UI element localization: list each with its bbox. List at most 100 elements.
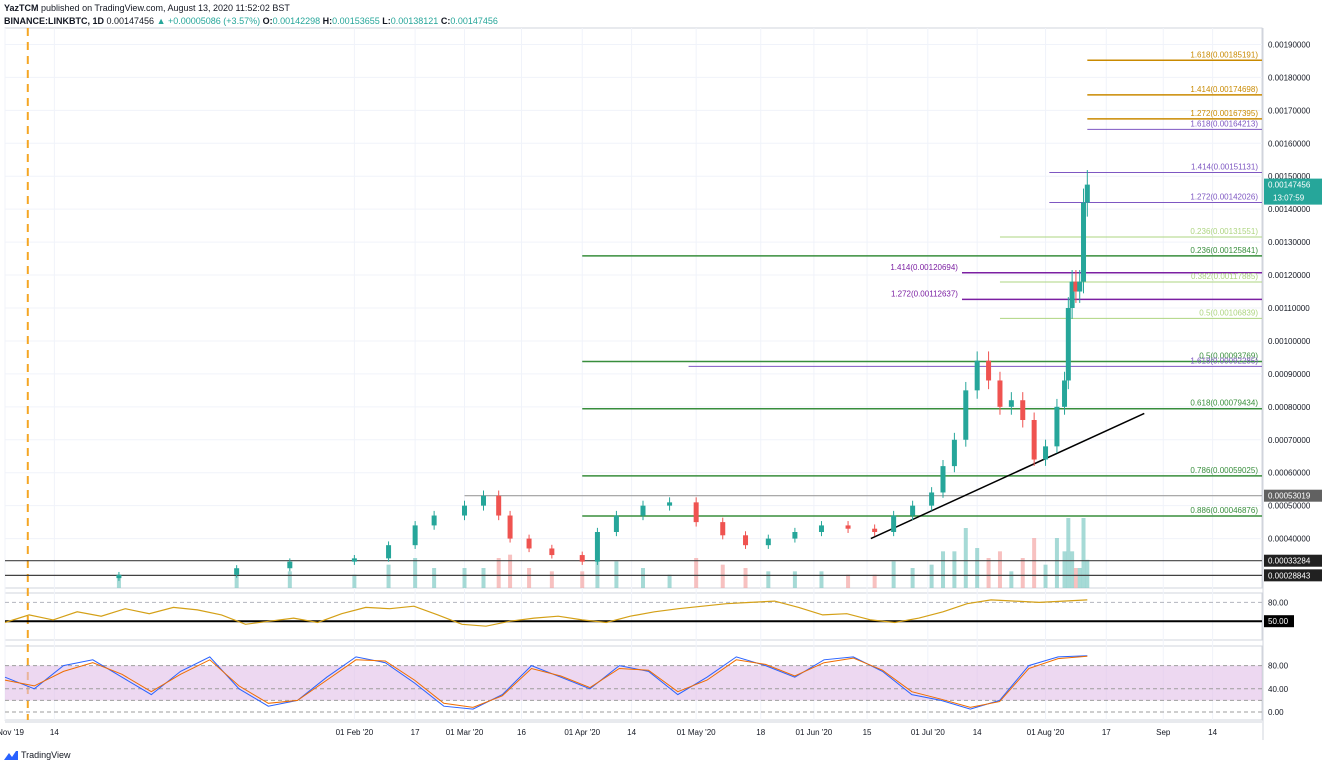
candle-body — [997, 380, 1003, 407]
candle-body — [1008, 400, 1014, 407]
ohlc-line: BINANCE:LINKBTC, 1D 0.00147456 ▲ +0.0000… — [4, 15, 498, 28]
x-tick-label: 15 — [863, 728, 872, 737]
candle-body — [910, 505, 916, 516]
rsi-level-tag — [1264, 615, 1294, 628]
x-tick-label: 01 Jun '20 — [796, 728, 833, 737]
brand-label: TradingView — [21, 750, 71, 760]
x-tick-label: 01 Jul '20 — [911, 728, 946, 737]
volume-bar — [352, 574, 357, 588]
stoch-level-label: 40.00 — [1268, 685, 1289, 694]
low-value: 0.00138121 — [390, 16, 439, 26]
fib-level-label: 0.5(0.00106839) — [1199, 308, 1258, 317]
volume-bar — [766, 571, 771, 588]
y-tick-label: 0.00110000 — [1268, 304, 1310, 313]
fib-level-label: 0.786(0.00059025) — [1190, 466, 1258, 475]
y-tick-label: 0.00080000 — [1268, 403, 1311, 412]
candle-body — [1081, 202, 1087, 282]
open-value: 0.00142298 — [272, 16, 321, 26]
volume-bar — [846, 574, 851, 588]
price-tag — [1264, 569, 1322, 582]
close-label: C: — [440, 16, 451, 26]
publish-line: YazTCM published on TradingView.com, Aug… — [4, 2, 498, 15]
volume-bar — [941, 551, 946, 588]
volume-bar — [1054, 538, 1059, 588]
volume-bar — [986, 558, 991, 588]
volume-bar — [1043, 564, 1048, 588]
volume-bar — [386, 564, 391, 588]
volume-bar — [1081, 518, 1086, 588]
x-tick-label: 01 Aug '20 — [1027, 728, 1065, 737]
y-tick-label: 0.00170000 — [1268, 106, 1311, 115]
volume-bar — [1085, 559, 1090, 588]
stoch-level-label: 80.00 — [1268, 662, 1289, 671]
volume-bar — [496, 558, 501, 588]
candle-body — [720, 522, 726, 536]
y-tick-label: 0.00140000 — [1268, 205, 1311, 214]
y-tick-label: 0.00180000 — [1268, 73, 1311, 82]
volume-bar — [640, 568, 645, 588]
author-name[interactable]: YazTCM — [4, 3, 39, 13]
x-tick-label: 17 — [1102, 728, 1111, 737]
candle-body — [1054, 406, 1060, 447]
chart-header: YazTCM published on TradingView.com, Aug… — [4, 2, 498, 28]
fib-level-label: 0.382(0.00117885) — [1191, 272, 1258, 281]
candle-body — [351, 558, 357, 562]
candle-body — [818, 525, 824, 532]
fib-level-label: 0.236(0.00125841) — [1190, 246, 1258, 255]
candle-body — [667, 502, 673, 506]
candle-body — [693, 502, 699, 523]
volume-bar — [1009, 571, 1014, 588]
volume-bar — [667, 574, 672, 588]
volume-bar — [743, 568, 748, 588]
fib-level-label: 0.886(0.00046876) — [1190, 506, 1258, 515]
rsi-level-label: 80.00 — [1268, 598, 1289, 607]
candle-body — [386, 545, 392, 559]
y-tick-label: 0.00070000 — [1268, 436, 1311, 445]
fib-level-label: 1.618(0.00164213) — [1190, 119, 1258, 128]
volume-bar — [792, 571, 797, 588]
y-tick-label: 0.00160000 — [1268, 139, 1311, 148]
fib-level-label: 1.618(0.00092285) — [1190, 356, 1258, 365]
symbol-label: BINANCE:LINKBTC, 1D — [4, 16, 104, 26]
y-tick-label: 0.00040000 — [1268, 535, 1311, 544]
volume-bar — [952, 551, 957, 588]
candle-body — [792, 532, 798, 539]
candle-body — [986, 360, 992, 381]
rsi-pane — [4, 592, 1263, 641]
x-tick-label: 14 — [1208, 728, 1217, 737]
candle-body — [462, 505, 468, 516]
fib-level-label: 1.272(0.00112637) — [891, 289, 958, 298]
fib-level-label: 1.272(0.00167395) — [1190, 109, 1258, 118]
volume-bar — [116, 574, 121, 588]
candle-body — [951, 439, 957, 467]
candle-body — [640, 505, 646, 516]
x-tick-label: 14 — [973, 728, 982, 737]
y-tick-label: 0.00190000 — [1268, 40, 1311, 49]
fib-level-label: 1.414(0.00120694) — [890, 263, 958, 272]
volume-bar — [997, 551, 1002, 588]
fib-level-label: 1.414(0.00151131) — [1191, 163, 1258, 172]
volume-bar — [1077, 568, 1082, 588]
countdown-label: 13:07:59 — [1273, 194, 1305, 203]
volume-bar — [234, 571, 239, 588]
fib-level-label: 1.272(0.00142026) — [1190, 193, 1258, 202]
candle-body — [507, 515, 513, 539]
candle-body — [1031, 420, 1037, 460]
candle-body — [940, 466, 946, 493]
price-tag-label: 0.00147456 — [1268, 181, 1311, 190]
candle-body — [1084, 184, 1090, 203]
volume-bar — [413, 558, 418, 588]
volume-bar — [975, 548, 980, 588]
y-tick-label: 0.00100000 — [1268, 337, 1311, 346]
volume-bar — [819, 571, 824, 588]
high-label: H: — [322, 16, 333, 26]
x-tick-label: 18 — [756, 728, 765, 737]
rsi-line — [4, 599, 1088, 627]
volume-bar — [872, 574, 877, 588]
fib-level-label: 0.5(0.00093769) — [1199, 351, 1258, 360]
open-label: O: — [262, 16, 273, 26]
volume-bar — [1070, 551, 1075, 588]
x-tick-label: 14 — [627, 728, 636, 737]
candle-body — [963, 390, 969, 440]
